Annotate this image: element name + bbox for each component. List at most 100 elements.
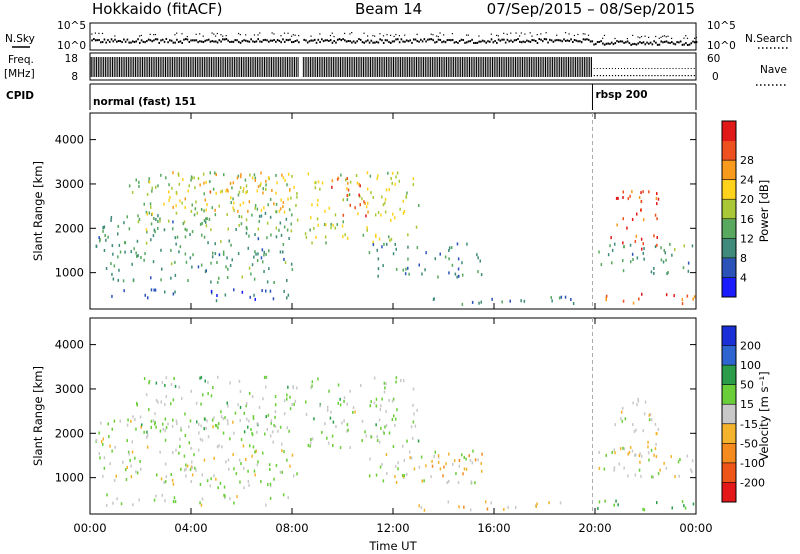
nave-mark (687, 68, 689, 69)
noise-search-mark (214, 35, 217, 37)
echo-cell (349, 389, 351, 393)
echo-cell (402, 444, 404, 448)
noise-sky-mark (633, 42, 636, 45)
echo-cell (245, 226, 248, 229)
echo-cell (155, 425, 157, 429)
noise-sky-mark (229, 40, 231, 43)
echo-cell (282, 201, 285, 204)
noise-sky-mark (294, 40, 297, 43)
echo-cell (264, 432, 266, 436)
echo-cell (201, 497, 204, 501)
echo-cell (637, 397, 639, 401)
noise-search-mark (186, 35, 188, 38)
echo-cell (228, 467, 230, 471)
echo-cell (256, 422, 258, 426)
echo-cell (457, 267, 460, 271)
echo-cell (381, 397, 383, 401)
echo-cell (288, 208, 291, 212)
echo-cell (334, 226, 336, 230)
echo-cell (252, 417, 255, 421)
echo-cell (394, 475, 396, 479)
echo-cell (248, 391, 251, 395)
echo-cell (144, 293, 146, 297)
echo-cell (179, 437, 181, 441)
noise-search-mark (693, 37, 696, 39)
echo-cell (136, 403, 138, 407)
echo-cell (232, 181, 235, 185)
noise-sky-mark (517, 38, 519, 41)
noise-sky-mark (658, 43, 661, 46)
echo-cell (617, 196, 619, 200)
echo-cell (162, 427, 164, 431)
noise-sky-mark (692, 40, 694, 43)
noise-sky-mark (541, 40, 544, 43)
noise-search-mark (435, 35, 438, 37)
echo-cell (385, 410, 387, 414)
echo-cell (148, 381, 150, 385)
echo-cell (275, 235, 278, 239)
echo-cell (352, 410, 354, 414)
echo-cell (287, 293, 290, 297)
colorbar-tick-label: -50 (740, 437, 758, 450)
echo-cell (174, 273, 177, 277)
echo-cell (237, 403, 239, 407)
echo-cell (392, 397, 395, 401)
echo-cell (209, 484, 211, 488)
noise-sky-mark (119, 40, 122, 43)
noise-sky-mark (121, 41, 123, 44)
echo-cell (681, 302, 684, 306)
echo-cell (348, 193, 351, 197)
echo-cell (204, 379, 206, 383)
echo-cell (346, 187, 348, 191)
echo-cell (219, 190, 222, 194)
echo-cell (617, 503, 619, 507)
noise-sky-mark (405, 39, 408, 42)
noise-sky-mark (487, 40, 489, 43)
echo-cell (403, 474, 406, 477)
echo-cell (304, 232, 307, 236)
echo-cell (152, 419, 155, 423)
noise-search-mark (667, 35, 669, 37)
echo-cell (217, 375, 219, 379)
echo-cell (186, 464, 189, 468)
colorbar-segment (722, 423, 736, 444)
echo-cell (622, 190, 624, 194)
echo-cell (407, 245, 409, 249)
echo-cell (146, 435, 148, 439)
velocity-colorbar-label: Velocity [m s⁻¹] (757, 371, 771, 460)
noise-search-mark (564, 32, 567, 34)
echo-cell (187, 279, 189, 283)
echo-cell (256, 207, 259, 211)
echo-cell (611, 450, 613, 454)
noise-search-mark (665, 36, 667, 38)
echo-cell (282, 243, 285, 246)
echo-cell (135, 470, 137, 474)
noise-sky-mark (218, 39, 221, 42)
cpid-program-rbsp: rbsp 200 (595, 89, 647, 101)
echo-cell (311, 437, 314, 441)
echo-cell (260, 256, 263, 260)
echo-cell (283, 450, 285, 454)
echo-cell (439, 252, 441, 256)
echo-cell (138, 498, 140, 502)
frequency-mark (633, 75, 635, 77)
echo-cell (399, 207, 401, 211)
echo-cell (155, 381, 158, 385)
noise-search-mark (404, 34, 406, 36)
noise-sky-mark (167, 41, 169, 44)
echo-cell (145, 210, 148, 214)
noise-sky-mark (402, 40, 404, 43)
echo-cell (200, 503, 203, 507)
echo-cell (463, 505, 465, 509)
echo-cell (395, 175, 397, 179)
noise-search-mark (398, 35, 401, 37)
echo-cell (165, 475, 168, 479)
colorbar-frame (721, 325, 737, 503)
echo-cell (469, 459, 472, 462)
frequency-mark (693, 75, 695, 77)
noise-search-mark (393, 35, 395, 38)
echo-cell (305, 412, 308, 416)
noise-sky-mark (580, 41, 583, 44)
cpid-program-normal: normal (fast) 151 (93, 96, 196, 108)
noise-sky-mark (434, 41, 436, 44)
